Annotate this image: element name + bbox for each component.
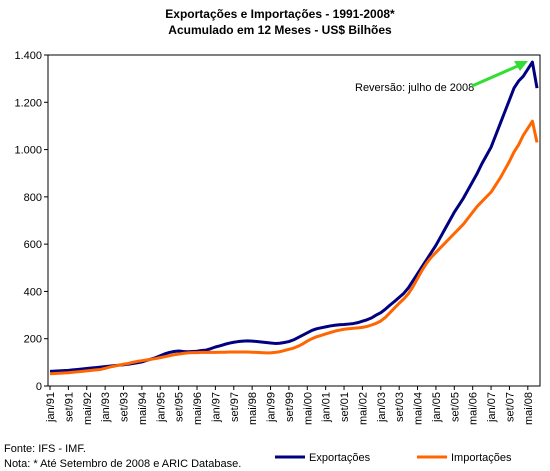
- x-tick-label: jan/95: [155, 392, 167, 423]
- source-note: Fonte: IFS - IMF.: [4, 443, 86, 455]
- x-tick-label: mai/00: [302, 392, 314, 425]
- x-tick-label: jan/07: [486, 392, 498, 423]
- x-tick-label: jan/93: [100, 392, 112, 423]
- x-tick-label: jan/01: [321, 392, 333, 423]
- x-tick-label: mai/02: [357, 392, 369, 425]
- x-tick-label: mai/96: [192, 392, 204, 425]
- x-tick-label: set/07: [504, 392, 516, 422]
- x-tick-label: jan/03: [376, 392, 388, 423]
- x-tick-label: mai/98: [247, 392, 259, 425]
- x-tick-label: set/99: [284, 392, 296, 422]
- y-tick-label: 200: [24, 334, 42, 346]
- plot-frame: [47, 54, 541, 387]
- x-tick-label: set/97: [229, 392, 241, 422]
- x-tick-label: mai/06: [468, 392, 480, 425]
- footnote: Nota: * Até Setembro de 2008 e ARIC Data…: [4, 458, 241, 470]
- x-tick-label: mai/04: [413, 392, 425, 425]
- x-tick-label: jan/05: [431, 392, 443, 423]
- y-tick-label: 400: [24, 286, 42, 298]
- chart-title: Exportações e Importações - 1991-2008*: [165, 7, 395, 21]
- x-tick-label: mai/92: [82, 392, 94, 425]
- y-tick-label: 1.000: [14, 145, 42, 157]
- x-tick-label: set/93: [119, 392, 131, 422]
- x-tick-label: jan/97: [210, 392, 222, 423]
- y-tick-label: 1.400: [14, 50, 42, 62]
- x-tick-label: mai/08: [523, 392, 535, 425]
- annotation: Reversão: julho de 2008: [355, 82, 474, 94]
- chart-subtitle: Acumulado em 12 Meses - US$ Bilhões: [168, 23, 392, 37]
- y-tick-label: 0: [36, 381, 42, 393]
- y-tick-label: 800: [24, 192, 42, 204]
- series-line: [49, 60, 539, 373]
- x-tick-label: set/05: [449, 392, 461, 422]
- series-line: [49, 119, 539, 376]
- x-tick-label: set/01: [339, 392, 351, 422]
- x-tick-label: jan/91: [45, 392, 57, 423]
- annotation-arrowhead: [514, 61, 528, 71]
- x-tick-label: mai/94: [137, 392, 149, 425]
- y-tick-label: 1.200: [14, 97, 42, 109]
- x-tick-label: jan/99: [266, 392, 278, 423]
- x-tick-label: set/91: [63, 392, 75, 422]
- x-tick-label: set/03: [394, 392, 406, 422]
- legend-label: Exportações: [309, 452, 371, 464]
- x-tick-label: set/95: [174, 392, 186, 422]
- y-tick-label: 600: [24, 239, 42, 251]
- legend-label: Importações: [451, 452, 512, 464]
- annotation-arrow: [471, 63, 521, 88]
